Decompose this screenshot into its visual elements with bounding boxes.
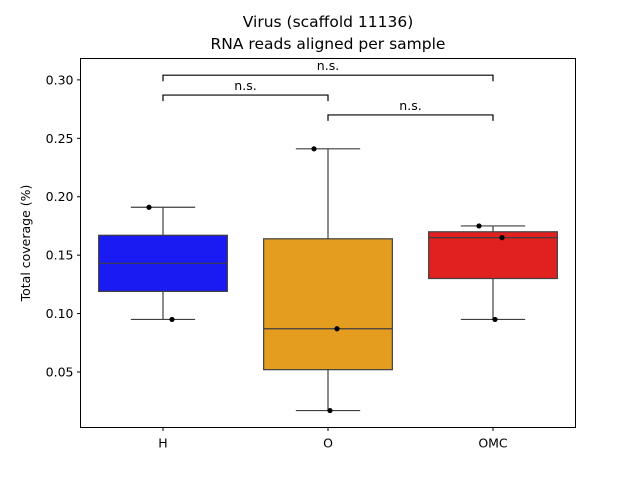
significance-label: n.s. (317, 58, 339, 73)
y-tick-label: 0.15 (46, 248, 74, 263)
y-tick-label: 0.05 (46, 364, 74, 379)
data-point (334, 326, 340, 332)
significance-label: n.s. (234, 78, 256, 93)
data-point (499, 235, 505, 241)
significance-label: n.s. (399, 98, 421, 113)
significance-bracket (327, 114, 494, 121)
chart-subtitle: RNA reads aligned per sample (211, 35, 446, 53)
x-tick-label: O (323, 436, 333, 451)
chart-title: Virus (scaffold 11136) (243, 13, 414, 31)
box-OMC (428, 231, 558, 280)
x-tick-label: H (158, 436, 167, 451)
data-point (311, 146, 317, 152)
significance-bracket (162, 74, 494, 82)
data-point (327, 407, 333, 414)
plot-area-frame (80, 58, 576, 428)
y-tick-label: 0.10 (46, 306, 74, 321)
y-tick-label: 0.30 (46, 72, 74, 87)
plot-marks: 0.05 0.10 0.15 0.20 0.25 0.30 H O OMC n.s. n.s. n.s… (46, 58, 558, 451)
significance-bracket (162, 94, 329, 102)
y-tick-label: 0.25 (46, 131, 74, 146)
data-point (476, 223, 482, 229)
x-tick-label: OMC (478, 436, 508, 451)
data-point (169, 316, 175, 323)
data-point (492, 316, 498, 323)
y-tick-label: 0.20 (46, 189, 74, 204)
data-point (146, 204, 152, 210)
box-O (263, 238, 393, 371)
y-axis-label: Total coverage (%) (18, 185, 33, 303)
